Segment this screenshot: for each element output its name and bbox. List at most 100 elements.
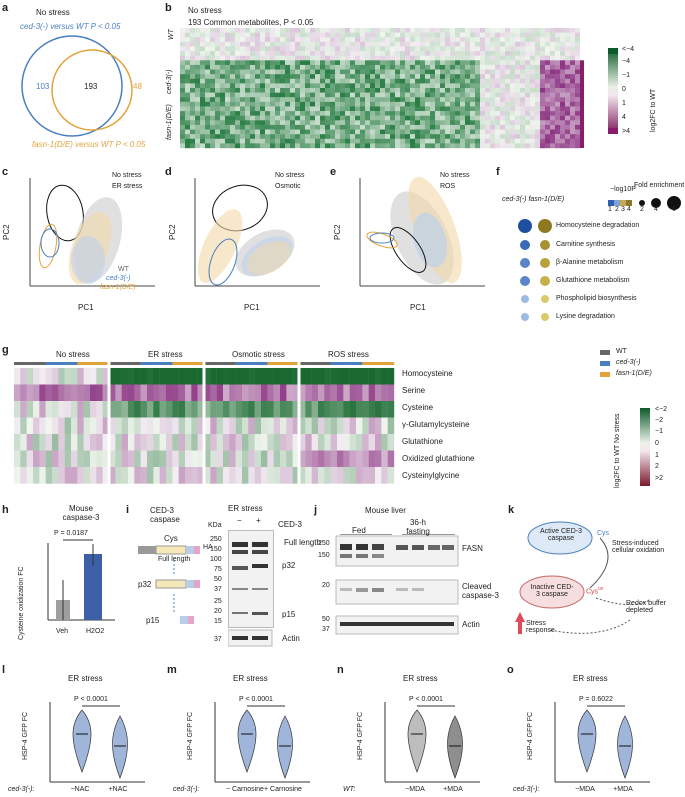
heatmap-b-cell [260, 28, 266, 33]
heatmap-b-cell [370, 134, 376, 139]
heatmap-b-cell [435, 106, 441, 112]
heatmap-b-cell [485, 37, 491, 43]
heatmap-b-cell [460, 60, 466, 66]
heatmap-b-cell [520, 115, 526, 121]
heatmap-b-cell [490, 83, 496, 89]
heatmap-b-cell [365, 92, 371, 98]
heatmap-b-cell [305, 51, 311, 56]
heatmap-b-cell [450, 88, 456, 93]
heatmap-b-cell [325, 41, 331, 47]
heatmap-g-cell [387, 434, 395, 451]
heatmap-b-cell [540, 92, 546, 98]
heatmap-b-cell [405, 106, 411, 112]
heatmap-b-cell [440, 101, 446, 107]
heatmap-b-cell [185, 111, 191, 116]
heatmap-b-cell [315, 51, 321, 56]
heatmap-g-cell [20, 450, 27, 468]
heatmap-b-cell [265, 41, 271, 47]
heatmap-b-cell [245, 138, 251, 144]
heatmap-b-cell [465, 111, 471, 116]
heatmap-g-cell [305, 384, 312, 402]
heatmap-b-cell [485, 32, 491, 38]
heatmap-b-cell [330, 106, 336, 112]
heatmap-b-cell [380, 138, 386, 144]
violin-m-pvalue: P < 0.0001 [239, 696, 273, 703]
heatmap-b-cell [200, 143, 206, 149]
heatmap-b-cell [315, 111, 321, 116]
heatmap-b-cell [505, 41, 511, 47]
heatmap-b-cell [575, 111, 581, 116]
heatmap-b-cell [455, 106, 461, 112]
heatmap-b-cell [560, 134, 566, 139]
heatmap-b-cell [385, 97, 391, 103]
heatmap-b-cell [570, 55, 576, 61]
heatmap-g-cell [305, 401, 312, 418]
heatmap-b-cell [460, 46, 466, 52]
heatmap-g-cell [90, 467, 97, 484]
violin-o-plot [554, 702, 650, 783]
heatmap-b-cell [440, 143, 446, 149]
heatmap-b-cell [180, 64, 186, 70]
legend-b-t1: −4 [622, 58, 630, 65]
heatmap-b-cell [315, 32, 321, 38]
heatmap-g-cell [299, 417, 306, 435]
heatmap-g-cell [204, 384, 211, 402]
heatmap-b-cell [370, 46, 376, 52]
heatmap-b-cell [385, 106, 391, 112]
heatmap-b-cell [555, 129, 561, 135]
heatmap-b-cell [500, 55, 506, 61]
heatmap-b-cell [565, 64, 571, 70]
heatmap-g-cell [166, 384, 173, 402]
heatmap-b-cell [485, 51, 491, 56]
heatmap-b-cell [335, 74, 341, 79]
heatmap-g-cell [311, 467, 319, 484]
heatmap-g-cell [115, 401, 122, 418]
heatmap-b-cell [370, 32, 376, 38]
pca-d [194, 178, 320, 287]
heatmap-b-cell [480, 101, 486, 107]
heatmap-b-cell [280, 78, 286, 84]
heatmap-g-cell [216, 417, 224, 435]
heatmap-b-cell [185, 124, 191, 130]
heatmap-b-cell [520, 92, 526, 98]
heatmap-b-cell [360, 124, 366, 130]
heatmap-b-cell [215, 69, 221, 75]
heatmap-b-cell [430, 120, 436, 126]
heatmap-g-cell [273, 417, 281, 435]
panel-g-letter: g [2, 344, 9, 356]
heatmap-b-cell [320, 92, 326, 98]
heatmap-b-cell [350, 64, 356, 70]
heatmap-b-cell [355, 28, 361, 33]
heatmap-b-cell [560, 143, 566, 149]
heatmap-b-cell [465, 143, 471, 149]
heatmap-b-cell [260, 101, 266, 107]
i-mk-8: 15 [214, 618, 222, 625]
dotplot-size-title: Fold enrichment [634, 182, 685, 189]
heatmap-b-cell [365, 120, 371, 126]
violin-l-shape-0 [72, 709, 92, 773]
heatmap-b-cell [345, 37, 351, 43]
heatmap-b-cell [305, 97, 311, 103]
heatmap-b-cell [495, 51, 501, 56]
heatmap-b-cell [405, 74, 411, 79]
heatmap-b-cell [515, 106, 521, 112]
heatmap-b-cell [420, 78, 426, 84]
heatmap-b-cell [520, 143, 526, 149]
heatmap-b-cell [330, 111, 336, 116]
heatmap-b-cell [265, 64, 271, 70]
heatmap-g-cell [330, 401, 338, 418]
heatmap-b-cell [540, 78, 546, 84]
heatmap-b-cell [280, 124, 286, 130]
heatmap-b-cell [510, 92, 516, 98]
heatmap-b-cell [190, 129, 196, 135]
heatmap-b-cell [230, 74, 236, 79]
heatmap-b-cell [520, 78, 526, 84]
heatmap-b-cell [535, 120, 541, 126]
heatmap-b-cell [350, 28, 356, 33]
heatmap-b-cell [480, 55, 486, 61]
heatmap-b-cell [300, 60, 306, 66]
heatmap-g-cell [299, 450, 306, 468]
heatmap-b-cell [190, 83, 196, 89]
heatmap-b-cell [370, 143, 376, 149]
heatmap-b-cell [255, 32, 261, 38]
